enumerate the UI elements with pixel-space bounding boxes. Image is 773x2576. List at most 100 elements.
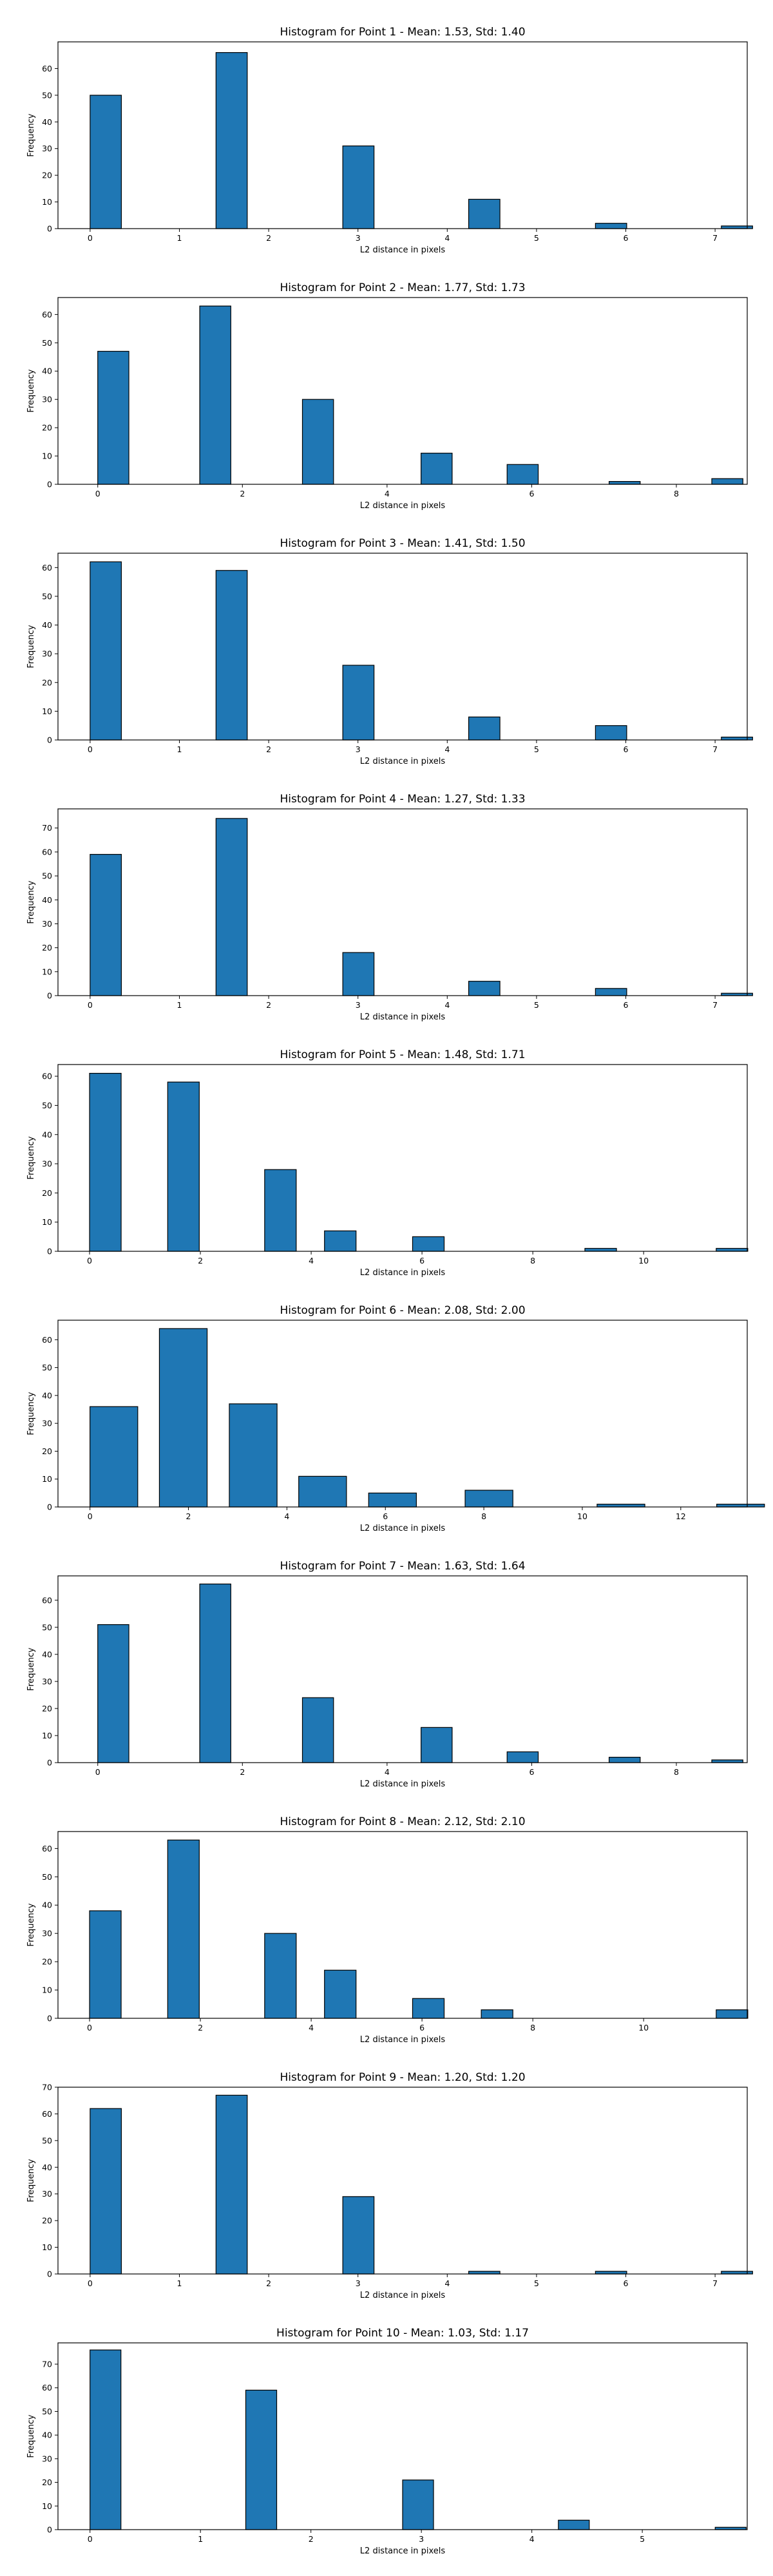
histogram-bar — [301, 1697, 334, 1763]
plot-frame — [57, 1831, 748, 2019]
histogram-bar — [464, 1490, 513, 1508]
x-axis-label: L2 distance in pixels — [360, 2035, 446, 2045]
histogram-panel-8: Histogram for Point 8 - Mean: 2.12, Std:… — [26, 1815, 749, 2045]
histogram-bar — [90, 2108, 122, 2275]
histogram-bar — [595, 988, 627, 996]
y-tick-label: 60 — [42, 310, 52, 319]
histogram-bar — [324, 1969, 357, 2019]
y-tick-label: 10 — [42, 1474, 52, 1484]
y-tick-label: 10 — [42, 1985, 52, 1995]
x-axis-label: L2 distance in pixels — [360, 1524, 446, 1533]
y-tick-label: 30 — [42, 395, 52, 404]
histogram-panel-10: Histogram for Point 10 - Mean: 1.03, Std… — [26, 2327, 748, 2556]
histogram-bar — [167, 1081, 200, 1252]
x-tick-label: 7 — [712, 744, 718, 754]
histogram-bar — [721, 736, 753, 741]
y-tick-label: 40 — [42, 895, 52, 905]
histogram-panel-7: Histogram for Point 7 - Mean: 1.63, Std:… — [26, 1560, 748, 1789]
y-tick-label: 30 — [42, 1929, 52, 1938]
x-tick-label: 4 — [444, 2278, 450, 2288]
x-tick-label: 8 — [674, 1767, 679, 1777]
x-tick-label: 0 — [88, 744, 93, 754]
x-tick-label: 6 — [624, 1000, 629, 1010]
x-tick-label: 5 — [534, 744, 539, 754]
y-tick-label: 40 — [42, 1649, 52, 1659]
plot-frame — [57, 1575, 748, 1763]
x-tick-label: 4 — [309, 2023, 314, 2032]
y-tick-label: 10 — [42, 967, 52, 976]
y-tick-label: 50 — [42, 2136, 52, 2145]
histogram-bar — [215, 818, 248, 996]
x-tick-label: 2 — [309, 2534, 314, 2544]
y-tick-label: 10 — [42, 706, 52, 716]
histogram-bar — [90, 2349, 122, 2530]
y-tick-label: 60 — [42, 64, 52, 73]
histogram-bar — [90, 1406, 138, 1508]
histogram-bar — [167, 1839, 200, 2019]
x-tick-label: 2 — [266, 233, 271, 243]
histogram-bar — [506, 1751, 539, 1763]
histogram-bar — [468, 981, 501, 996]
x-tick-label: 5 — [534, 1000, 539, 1010]
x-tick-label: 6 — [419, 2023, 425, 2032]
y-tick-label: 10 — [42, 1730, 52, 1740]
histogram-panel-9: Histogram for Point 9 - Mean: 1.20, Std:… — [26, 2071, 753, 2300]
y-tick-label: 40 — [42, 1390, 52, 1400]
x-tick-label: 2 — [240, 489, 245, 498]
x-tick-label: 6 — [624, 744, 629, 754]
y-tick-label: 30 — [42, 2454, 52, 2463]
histogram-bar — [298, 1475, 347, 1508]
x-tick-label: 0 — [87, 1256, 92, 1265]
histogram-bar — [721, 2271, 753, 2275]
y-tick-label: 30 — [42, 649, 52, 659]
y-tick-label: 30 — [42, 1419, 52, 1428]
y-axis-label: Frequency — [26, 1647, 36, 1690]
x-tick-label: 10 — [577, 1511, 587, 1521]
histogram-panel-6: Histogram for Point 6 - Mean: 2.08, Std:… — [26, 1304, 765, 1533]
histogram-bar — [97, 1624, 129, 1763]
x-tick-label: 1 — [177, 2278, 182, 2288]
histogram-bar — [468, 716, 501, 741]
histogram-bar — [89, 1072, 122, 1252]
x-tick-label: 4 — [530, 2534, 535, 2544]
x-tick-label: 2 — [198, 2023, 203, 2032]
histogram-bar — [468, 198, 501, 229]
histogram-bar — [595, 2271, 627, 2275]
chart-title: Histogram for Point 6 - Mean: 2.08, Std:… — [280, 1304, 525, 1317]
y-tick-label: 30 — [42, 1159, 52, 1169]
histogram-bar — [711, 478, 743, 485]
y-tick-label: 50 — [42, 1101, 52, 1110]
y-tick-label: 20 — [42, 677, 52, 687]
x-tick-label: 5 — [640, 2534, 645, 2544]
histogram-panel-5: Histogram for Point 5 - Mean: 1.48, Std:… — [26, 1048, 749, 1278]
histogram-panel-4: Histogram for Point 4 - Mean: 1.27, Std:… — [26, 793, 753, 1022]
y-tick-label: 20 — [42, 2477, 52, 2487]
y-tick-label: 50 — [42, 591, 52, 601]
x-axis-label: L2 distance in pixels — [360, 757, 446, 766]
chart-title: Histogram for Point 3 - Mean: 1.41, Std:… — [280, 537, 525, 550]
histogram-bar — [90, 95, 122, 229]
y-tick-label: 0 — [47, 2269, 52, 2279]
x-tick-label: 12 — [676, 1511, 686, 1521]
histogram-bar — [584, 1247, 617, 1252]
y-tick-label: 40 — [42, 2163, 52, 2172]
y-tick-label: 50 — [42, 871, 52, 881]
y-axis-label: Frequency — [26, 1136, 36, 1179]
x-tick-label: 8 — [530, 1256, 535, 1265]
histogram-bar — [342, 2196, 375, 2275]
histogram-bar — [421, 453, 453, 485]
histogram-bar — [199, 305, 231, 485]
histogram-bar — [97, 350, 129, 485]
x-axis-label: L2 distance in pixels — [360, 501, 446, 511]
plot-frame — [57, 2087, 748, 2275]
x-tick-label: 3 — [419, 2534, 424, 2544]
chart-title: Histogram for Point 2 - Mean: 1.77, Std:… — [280, 281, 525, 294]
histogram-bar — [245, 2389, 278, 2530]
y-tick-label: 50 — [42, 1363, 52, 1372]
histogram-bar — [595, 725, 627, 741]
histogram-panel-3: Histogram for Point 3 - Mean: 1.41, Std:… — [26, 537, 753, 766]
y-axis-label: Frequency — [26, 1392, 36, 1435]
x-tick-label: 0 — [95, 489, 100, 498]
x-tick-label: 0 — [88, 233, 93, 243]
